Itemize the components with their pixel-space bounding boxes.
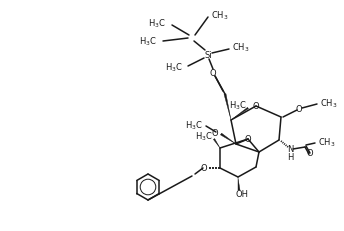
- Text: H$_3$C: H$_3$C: [139, 36, 157, 48]
- Text: O: O: [296, 105, 302, 114]
- Text: OH: OH: [236, 190, 248, 199]
- Text: O: O: [200, 164, 207, 173]
- Text: O: O: [307, 148, 313, 157]
- Text: H: H: [287, 152, 293, 161]
- Text: H$_3$C: H$_3$C: [185, 119, 203, 132]
- Text: CH$_3$: CH$_3$: [232, 42, 249, 54]
- Polygon shape: [238, 178, 240, 190]
- Text: Si: Si: [204, 51, 212, 60]
- Text: O: O: [211, 128, 218, 137]
- Polygon shape: [224, 94, 231, 121]
- Text: O: O: [253, 102, 259, 111]
- Polygon shape: [231, 108, 248, 121]
- Text: H$_3$C: H$_3$C: [229, 99, 247, 112]
- Text: CH$_3$: CH$_3$: [320, 97, 337, 110]
- Polygon shape: [213, 139, 220, 148]
- Text: CH$_3$: CH$_3$: [211, 10, 228, 22]
- Polygon shape: [221, 134, 236, 144]
- Text: H$_3$C: H$_3$C: [165, 61, 183, 74]
- Text: CH$_3$: CH$_3$: [318, 136, 335, 149]
- Text: H$_3$C: H$_3$C: [195, 130, 213, 143]
- Text: O: O: [210, 69, 216, 78]
- Text: N: N: [287, 145, 293, 154]
- Text: O: O: [245, 135, 251, 144]
- Text: H$_3$C: H$_3$C: [148, 18, 166, 30]
